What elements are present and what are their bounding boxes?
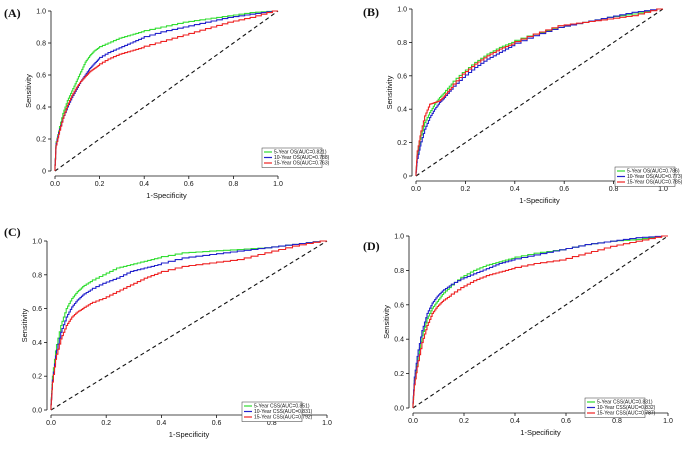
y-tick-label: 0.4	[394, 337, 404, 344]
x-tick-label: 0.2	[459, 418, 469, 425]
x-tick-label: 0.8	[229, 181, 239, 188]
roc-curve-5-year-css-auc-0-851	[50, 240, 327, 410]
x-tick-label: 0.2	[101, 420, 111, 427]
y-tick-label: 0.2	[394, 371, 404, 378]
x-tick-label: 0.4	[139, 181, 149, 188]
roc-curve-15-year-os-auc-0-763	[54, 10, 278, 171]
panel-a: (A) 0.0 0.2 0.4 0.6 0.8 1.0 0 0.2 0.4 0.6 0.8 1.0 1-S…	[4, 6, 330, 200]
roc-curve-15-year-css-auc-0-792	[50, 240, 327, 410]
y-tick-label: 0.6	[397, 73, 407, 80]
legend-entry: 10-Year CSS(AUC=0.832)	[597, 405, 656, 411]
legend-entry: 5-Year CSS(AUC=0.831)	[597, 400, 653, 406]
x-axis-title: 1-Specificity	[146, 191, 187, 200]
roc-curve-15-year-os-auc-0-785	[415, 8, 663, 176]
roc-curve-15-year-css-auc-0-787	[412, 235, 668, 408]
legend-entry: 5-Year CSS(AUC=0.851)	[254, 404, 310, 410]
x-tick-label: 1.0	[322, 420, 332, 427]
legend-entry: 15-Year CSS(AUC=0.787)	[597, 411, 656, 417]
panel-label: (A)	[4, 6, 21, 20]
reference-diagonal-line	[412, 235, 669, 409]
legend-box	[584, 397, 646, 418]
y-tick-label: 0.0	[32, 408, 42, 415]
x-tick-label: 0.4	[510, 186, 520, 193]
y-tick-label: 0.8	[36, 41, 46, 48]
y-tick-label: 0.8	[394, 268, 404, 275]
y-tick-label: 0.2	[36, 137, 46, 144]
x-tick-label: 0.6	[559, 186, 569, 193]
panel-b: (B) 0.0 0.2 0.4 0.6 0.8 1.0 0 0.2 0.4 0.6 0.8 1.0 1-S…	[363, 5, 683, 205]
y-axis-title: Sensitivity	[24, 74, 33, 108]
panel-d: (D) 0.0 0.2 0.4 0.6 0.8 1.0 0.0 0.2 0.4 0.6 0.8 1.0 1…	[363, 234, 673, 438]
legend-entry: 10-Year CSS(AUC=0.831)	[254, 409, 313, 415]
x-tick-label: 0.2	[461, 186, 471, 193]
y-tick-label: 1.0	[394, 234, 404, 241]
x-axis-title: 1-Specificity	[519, 196, 560, 205]
legend-entry: 15-Year OS(AUC=0.785)	[627, 180, 683, 186]
x-tick-label: 0.0	[408, 418, 418, 425]
y-tick-label: 1.0	[397, 7, 407, 14]
y-tick-label: 0.4	[397, 107, 407, 114]
x-tick-label: 1.0	[658, 186, 668, 193]
y-tick-label: 0.4	[32, 340, 42, 347]
y-tick-label: 0.2	[32, 374, 42, 381]
legend-entry: 15-Year OS(AUC=0.763)	[274, 161, 330, 167]
x-tick-label: 0.0	[50, 181, 60, 188]
panel-label: (B)	[363, 5, 379, 19]
y-tick-label: 0.4	[36, 105, 46, 112]
x-tick-label: 0.0	[46, 420, 56, 427]
legend-entry: 15-Year CSS(AUC=0.792)	[254, 415, 313, 421]
legend-box	[241, 401, 303, 422]
y-tick-label: 0.6	[36, 73, 46, 80]
y-axis-title: Sensitivity	[382, 305, 391, 339]
x-tick-label: 0.2	[95, 181, 105, 188]
roc-curve-10-year-css-auc-0-831	[50, 240, 327, 410]
y-tick-label: 0	[403, 174, 407, 181]
y-axis-title: Sensitivity	[20, 308, 29, 342]
x-tick-label: 0.8	[612, 418, 622, 425]
y-axis-title: Sensitivity	[385, 75, 394, 109]
legend-entry: 5-Year OS(AUC=0.786)	[627, 169, 680, 175]
reference-diagonal-line	[54, 10, 279, 172]
x-tick-label: 0.0	[411, 186, 421, 193]
reference-diagonal-line	[415, 8, 664, 177]
y-tick-label: 0.6	[32, 306, 42, 313]
y-tick-label: 0.8	[32, 272, 42, 279]
legend-entry: 10-Year OS(AUC=0.773)	[627, 174, 683, 180]
y-tick-label: 0.2	[397, 140, 407, 147]
x-tick-label: 0.4	[510, 418, 520, 425]
y-tick-label: 0	[42, 169, 46, 176]
x-tick-label: 0.4	[157, 420, 167, 427]
x-tick-label: 1.0	[273, 181, 283, 188]
legend-box	[614, 166, 676, 187]
panel-c: (C) 0.0 0.2 0.4 0.6 0.8 1.0 0.0 0.2 0.4 0.6 0.8 1.0 1…	[4, 225, 332, 439]
x-tick-label: 1.0	[663, 418, 673, 425]
x-tick-label: 0.6	[212, 420, 222, 427]
y-tick-label: 0.8	[397, 40, 407, 47]
x-tick-label: 0.8	[267, 420, 277, 427]
legend-entry: 10-Year OS(AUC=0.788)	[274, 155, 330, 161]
y-tick-label: 0.0	[394, 406, 404, 413]
panel-label: (D)	[363, 239, 380, 253]
x-tick-label: 0.8	[609, 186, 619, 193]
legend-entry: 5-Year OS(AUC=0.821)	[274, 150, 327, 156]
panel-label: (C)	[4, 225, 21, 239]
reference-diagonal-line	[50, 240, 328, 411]
x-tick-label: 0.6	[561, 418, 571, 425]
y-tick-label: 1.0	[32, 239, 42, 246]
y-tick-label: 1.0	[36, 9, 46, 16]
x-axis-title: 1-Specificity	[520, 428, 561, 437]
x-axis-title: 1-Specificity	[169, 430, 210, 439]
x-tick-label: 0.6	[184, 181, 194, 188]
roc-curve-5-year-os-auc-0-821	[54, 10, 278, 171]
legend-box	[261, 147, 323, 168]
roc-curve-10-year-css-auc-0-832	[412, 235, 668, 408]
y-tick-label: 0.6	[394, 302, 404, 309]
roc-curve-10-year-os-auc-0-788	[54, 10, 278, 171]
